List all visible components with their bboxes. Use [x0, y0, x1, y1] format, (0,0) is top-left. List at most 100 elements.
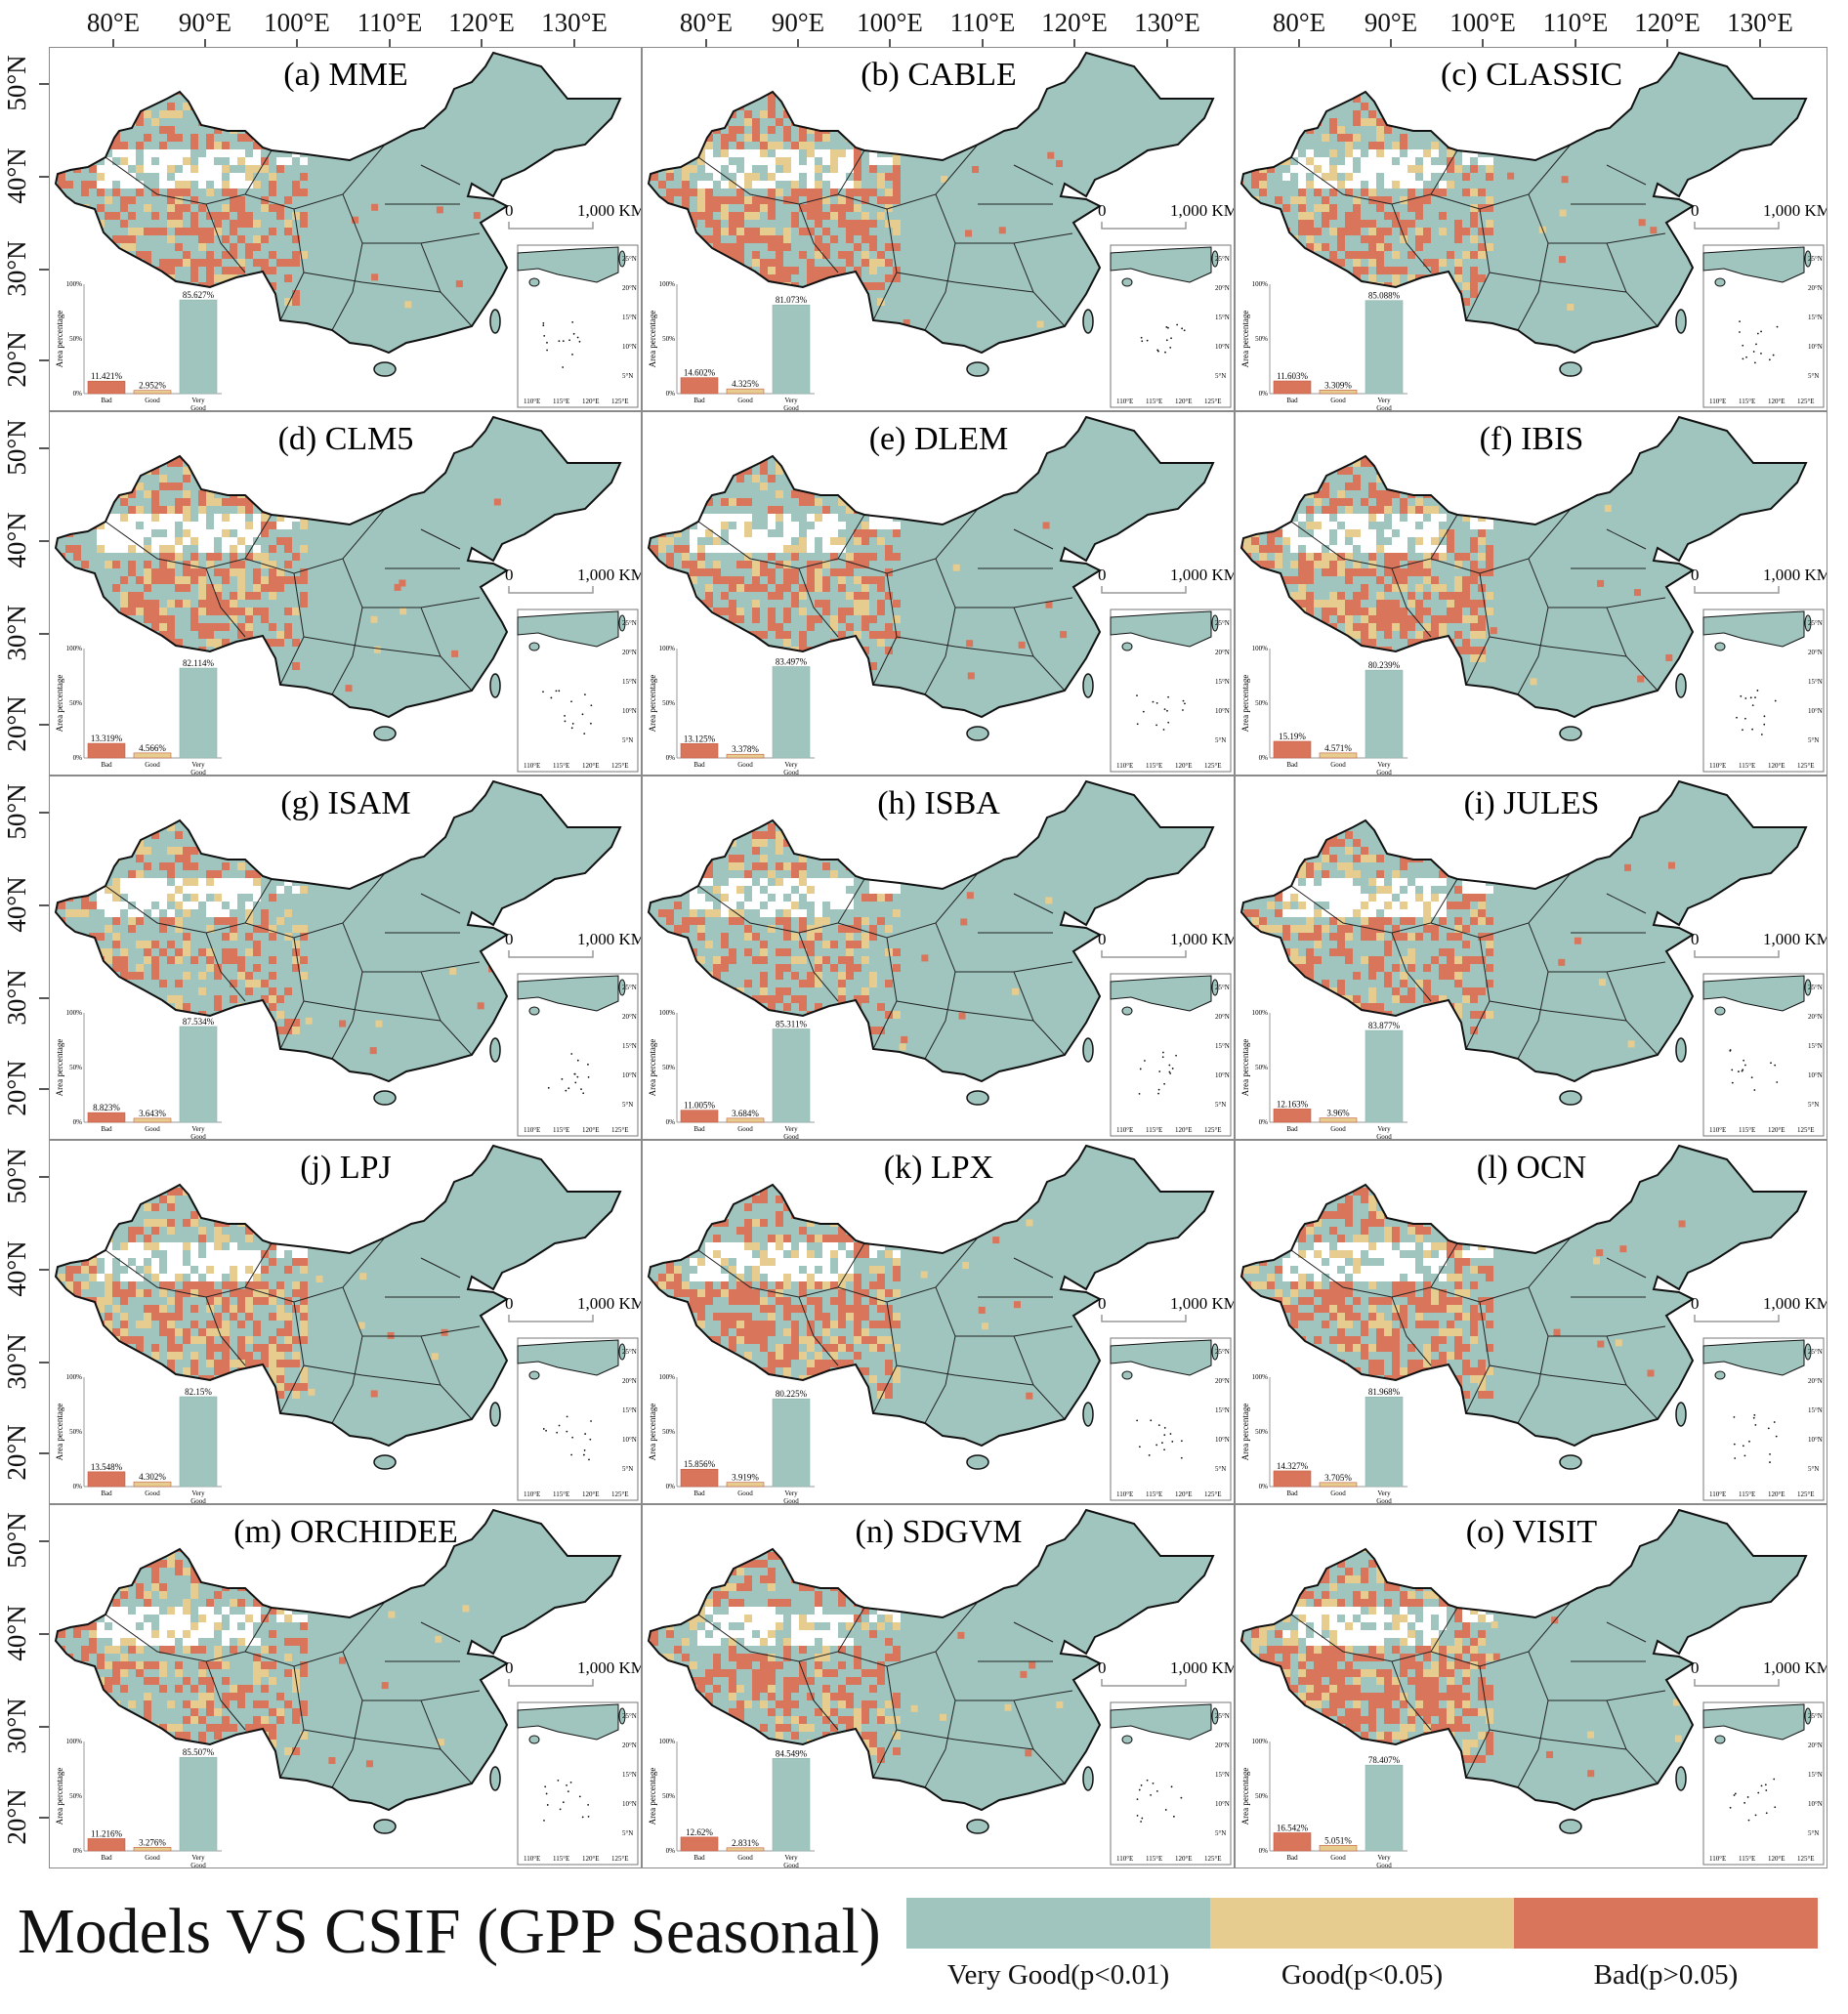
- grid-cell: [214, 870, 222, 878]
- grid-cell: [1337, 568, 1345, 576]
- grid-cell: [1259, 228, 1267, 235]
- grid-cell: [760, 110, 768, 118]
- lon-label: 130°E: [1134, 8, 1200, 37]
- grid-cell: [190, 1219, 198, 1227]
- grid-cell: [151, 165, 159, 173]
- grid-cell: [1306, 149, 1314, 157]
- grid-cell: [721, 894, 729, 902]
- grid-cell: [893, 909, 901, 917]
- grid-cell: [144, 1003, 151, 1011]
- grid-cell: [791, 173, 799, 181]
- grid-cell: [1431, 142, 1439, 149]
- grid-cell: [144, 816, 151, 823]
- grid-cell: [230, 561, 237, 568]
- lon-tick: [705, 39, 707, 47]
- grid-cell: [729, 459, 736, 467]
- grid-cell: [97, 134, 105, 142]
- grid-cell: [1439, 290, 1447, 298]
- grid-cell: [222, 1250, 230, 1258]
- bar-bad: [680, 1110, 719, 1123]
- grid-cell: [1353, 995, 1361, 1003]
- bar-value-label: 85.088%: [1368, 291, 1401, 301]
- grid-cell: [300, 467, 308, 475]
- grid-cell: [105, 1336, 112, 1344]
- bar-value-label: 80.239%: [1368, 660, 1401, 670]
- grid-cell: [120, 1003, 128, 1011]
- grid-cell: [666, 537, 674, 545]
- grid-cell: [230, 956, 237, 964]
- china-land: [56, 417, 620, 717]
- grid-cell: [269, 592, 276, 600]
- grid-cell: [729, 902, 736, 909]
- grid-cell: [151, 894, 159, 902]
- grid-cell: [768, 475, 776, 483]
- grid-cell: [284, 537, 292, 545]
- grid-cell: [175, 157, 183, 165]
- grid-cell: [1478, 1011, 1486, 1019]
- grid-cell: [846, 941, 854, 948]
- grid-cell: [783, 584, 791, 592]
- scale-end: 1,000 KM: [1170, 201, 1234, 220]
- grid-cell: [869, 95, 877, 103]
- grid-cell: [1368, 933, 1376, 941]
- grid-cell: [721, 839, 729, 847]
- grid-cell: [1259, 467, 1267, 475]
- grid-cell: [1361, 584, 1368, 592]
- grid-cell: [869, 126, 877, 134]
- grid-cell: [666, 134, 674, 142]
- grid-cell: [1400, 235, 1407, 243]
- grid-cell: [136, 600, 144, 608]
- province-borders: [105, 872, 481, 1060]
- grid-cell: [1353, 251, 1361, 259]
- grid-cell: [1298, 251, 1306, 259]
- grid-cell: [206, 1321, 214, 1328]
- grid-cell: [1275, 142, 1282, 149]
- grid-cell: [721, 545, 729, 553]
- grid-cell: [136, 1391, 144, 1399]
- bar-ylabel: Area percentage: [648, 311, 657, 368]
- grid-cell: [658, 654, 666, 662]
- grid-cell: [768, 126, 776, 134]
- grid-cell: [120, 173, 128, 181]
- bar-good: [1319, 389, 1358, 395]
- grid-cell: [144, 862, 151, 870]
- grid-cell: [73, 87, 81, 95]
- grid-cell: [713, 228, 721, 235]
- bar-category-label: Bad: [1286, 761, 1298, 769]
- grid-cell: [1478, 823, 1486, 831]
- grid-cell: [65, 933, 73, 941]
- grid-cell: [1353, 561, 1361, 568]
- inset-lat-label: 5°N: [1808, 736, 1819, 744]
- grid-cell: [760, 134, 768, 142]
- grid-cell: [56, 1383, 58, 1391]
- area-bar-chart: 100%50%0%Area percentage13.319%4.566%82.…: [55, 645, 222, 775]
- grid-cell: [674, 189, 682, 196]
- grid-cell: [658, 235, 666, 243]
- grid-cell: [1439, 972, 1447, 980]
- grid-cell: [1462, 615, 1470, 623]
- grid-cell: [690, 894, 697, 902]
- grid-cell: [65, 181, 73, 189]
- grid-cell: [175, 228, 183, 235]
- grid-cell: [799, 475, 807, 483]
- grid-cell: [1470, 235, 1478, 243]
- grid-cell: [1392, 274, 1400, 282]
- grid-cell: [167, 1180, 175, 1188]
- grid-cell: [175, 980, 183, 987]
- grid-cell: [112, 1391, 120, 1399]
- grid-cell: [56, 870, 58, 878]
- grid-cell: [861, 126, 869, 134]
- grid-cell: [1462, 584, 1470, 592]
- grid-cell: [649, 592, 651, 600]
- grid-cell: [1400, 220, 1407, 228]
- bar-value-label: 81.073%: [776, 295, 808, 305]
- grid-cell: [112, 282, 120, 290]
- grid-cell: [885, 189, 893, 196]
- grid-cell: [721, 204, 729, 212]
- grid-cell: [128, 1274, 136, 1281]
- grid-cell: [1345, 1003, 1353, 1011]
- grid-cell: [120, 235, 128, 243]
- grid-cell: [105, 483, 112, 490]
- grid-cell: [1306, 964, 1314, 972]
- grid-cell: [729, 134, 736, 142]
